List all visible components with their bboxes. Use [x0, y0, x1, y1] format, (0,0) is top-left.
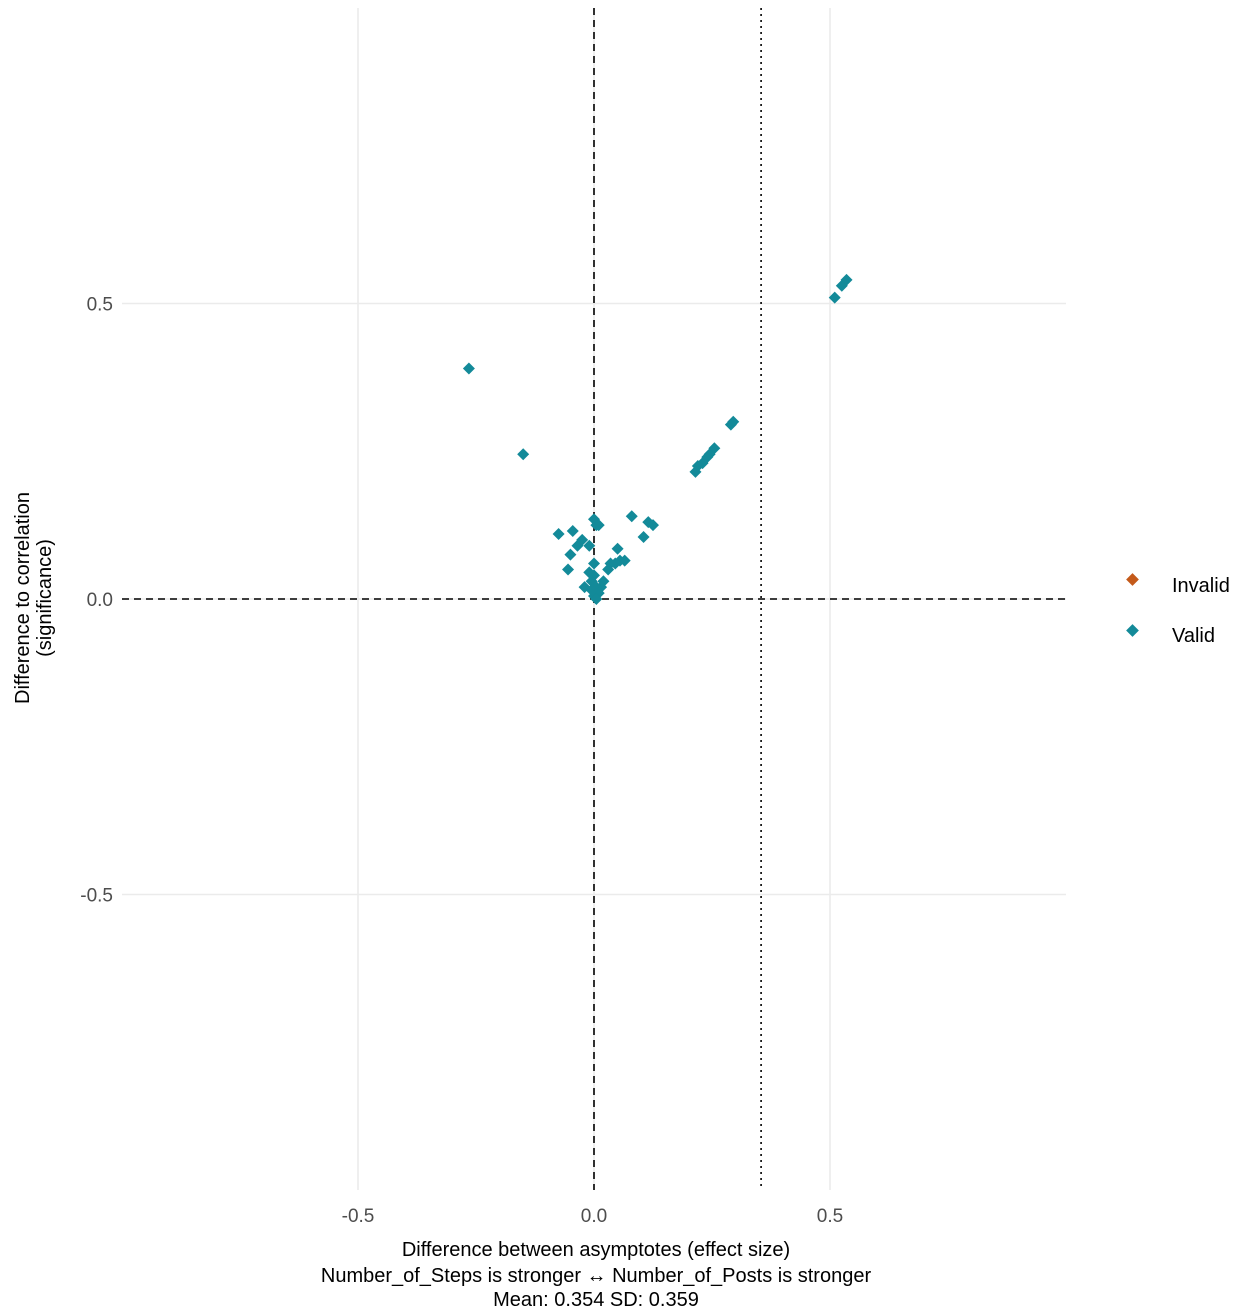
y-tick-label: 0.5	[87, 295, 113, 316]
data-point-valid	[625, 510, 638, 523]
data-point-valid	[583, 566, 596, 579]
data-point-valid	[552, 527, 565, 540]
x-axis-stats: Mean: 0.354 SD: 0.359	[493, 1289, 699, 1311]
data-points	[462, 273, 853, 605]
data-point-valid	[590, 593, 603, 605]
legend-key-invalid	[1126, 573, 1139, 586]
legend-label-invalid: Invalid	[1172, 575, 1230, 597]
data-point-valid	[462, 362, 475, 375]
x-axis-title: Difference between asymptotes (effect si…	[402, 1239, 790, 1261]
data-point-valid	[566, 525, 579, 538]
data-point-valid	[585, 584, 598, 597]
data-point-valid	[588, 557, 600, 570]
y-tick-label: -0.5	[80, 886, 113, 907]
data-point-valid	[637, 530, 650, 543]
data-point-valid	[689, 465, 702, 478]
data-point-valid	[618, 554, 631, 567]
x-axis-subtitle: Number_of_Steps is stronger ↔ Number_of_…	[321, 1265, 872, 1287]
data-point-valid	[828, 291, 841, 304]
data-point-valid	[517, 448, 530, 461]
data-point-valid	[576, 533, 589, 546]
legend-label-valid: Valid	[1172, 625, 1215, 647]
data-point-valid	[564, 548, 577, 561]
legend: Invalid Valid	[1126, 573, 1230, 647]
y-axis-title: Difference to correlation	[12, 492, 34, 704]
data-point-valid	[642, 516, 655, 529]
data-point-valid	[611, 542, 624, 555]
data-point-valid	[562, 563, 575, 576]
y-tick-label: 0.0	[87, 590, 113, 611]
x-tick-label: 0.5	[817, 1206, 843, 1227]
data-point-valid	[592, 519, 605, 532]
x-axis-ticks: -0.5 0.0 0.5	[342, 1206, 844, 1227]
data-point-valid	[602, 563, 615, 576]
y-axis-subtitle: (significance)	[34, 539, 56, 657]
legend-key-valid	[1126, 624, 1139, 637]
data-point-valid	[727, 415, 740, 428]
data-point-valid	[583, 539, 596, 552]
x-tick-label: -0.5	[342, 1206, 375, 1227]
x-tick-label: 0.0	[581, 1206, 607, 1227]
data-point-valid	[840, 273, 853, 286]
y-axis-ticks: -0.5 0.0 0.5	[80, 295, 113, 907]
